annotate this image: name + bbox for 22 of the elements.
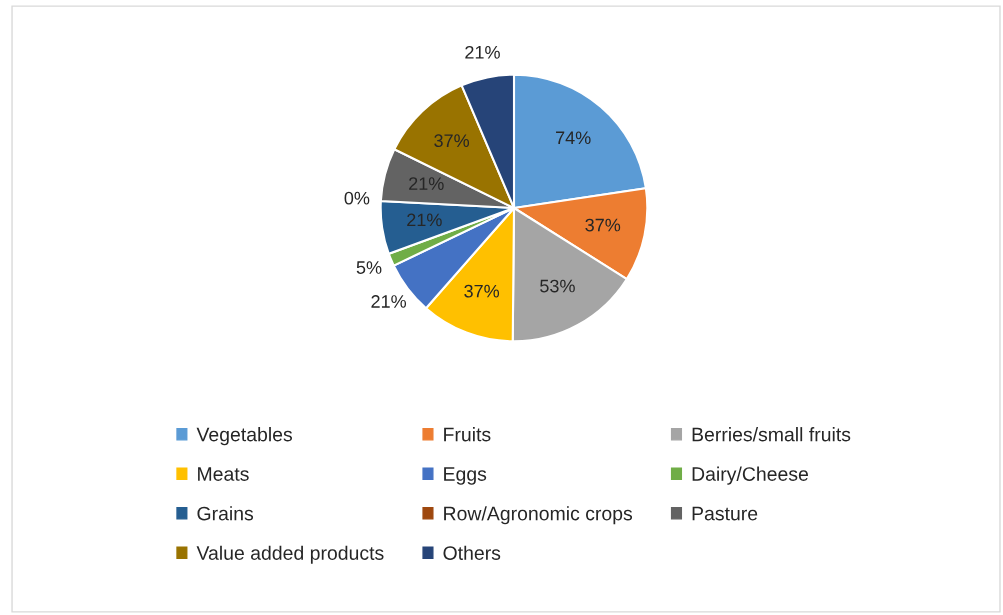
legend-label: Grains: [197, 506, 254, 521]
data-label: 21%: [465, 45, 500, 59]
data-label: 21%: [407, 213, 442, 227]
legend-label: Others: [443, 545, 501, 560]
data-label: 37%: [434, 134, 470, 148]
legend-label: Eggs: [444, 467, 487, 485]
legend-label: Vegetables: [196, 427, 293, 446]
data-label: 37%: [585, 218, 621, 232]
data-label: 74%: [556, 131, 591, 145]
data-label: 21%: [409, 177, 444, 190]
data-label: 53%: [540, 279, 575, 293]
legend-label: Berries/small fruits: [692, 427, 851, 442]
legend-label: Dairy/Cheese: [692, 466, 808, 485]
legend-label: Row/Agronomic crops: [444, 506, 633, 525]
legend-label: Meats: [198, 467, 249, 481]
legend-label: Fruits: [444, 427, 491, 442]
data-label: 37%: [464, 284, 500, 298]
text: 0%: [344, 191, 370, 205]
legend-label: Pasture: [692, 506, 758, 521]
legend-label: Value added products: [196, 545, 384, 564]
data-label: 21%: [371, 295, 407, 308]
data-label: 5%: [356, 261, 382, 274]
